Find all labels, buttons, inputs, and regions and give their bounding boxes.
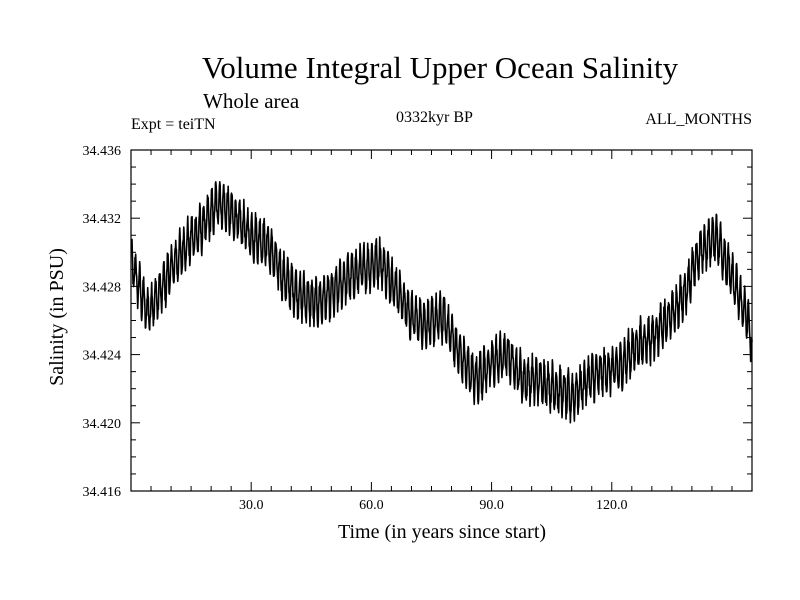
- x-tick-label: 60.0: [359, 498, 384, 513]
- y-tick-label: 34.424: [83, 349, 122, 364]
- plot-frame: [130, 149, 753, 492]
- y-axis-label: Salinity (in PSU): [46, 248, 68, 386]
- y-tick-label: 34.432: [83, 212, 122, 227]
- y-tick-label: 34.416: [83, 485, 122, 500]
- y-tick-label: 34.436: [83, 144, 122, 159]
- x-tick-labels: 30.0 60.0 90.0 120.0: [239, 498, 628, 513]
- y-tick-labels: 34.416 34.420 34.424 34.428 34.432 34.436: [83, 144, 122, 500]
- y-tick-label: 34.428: [83, 280, 122, 295]
- chart-title: Volume Integral Upper Ocean Salinity: [201, 50, 679, 85]
- x-tick-label: 30.0: [239, 498, 264, 513]
- months-label: ALL_MONTHS: [645, 111, 752, 128]
- x-axis-label: Time (in years since start): [338, 521, 546, 543]
- salinity-series-line: [130, 180, 753, 424]
- period-label: 0332kyr BP: [396, 109, 473, 126]
- chart-subtitle: Whole area: [203, 89, 300, 113]
- experiment-label: Expt = teiTN: [131, 116, 216, 133]
- x-tick-label: 90.0: [479, 498, 504, 513]
- x-tick-label: 120.0: [596, 498, 628, 513]
- y-tick-label: 34.420: [83, 417, 122, 432]
